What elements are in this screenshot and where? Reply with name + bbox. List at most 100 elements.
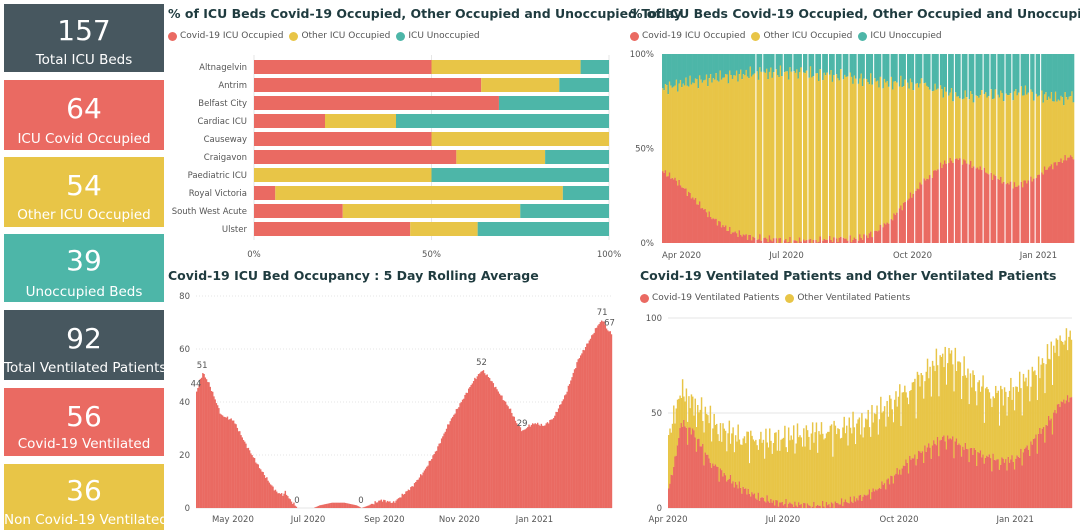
bar-segment-other bbox=[771, 77, 774, 242]
bar-segment-other bbox=[695, 427, 698, 452]
bar-segment-other bbox=[840, 437, 843, 499]
bar-segment-other bbox=[888, 395, 891, 485]
bar-segment-unoccupied bbox=[909, 54, 912, 79]
bar-segment-covid bbox=[800, 241, 802, 243]
bar-segment-other bbox=[906, 397, 909, 463]
bar-segment-covid bbox=[861, 500, 863, 508]
bar-segment-covid bbox=[708, 458, 710, 508]
bar-segment-other bbox=[790, 71, 793, 243]
bar-segment-other bbox=[831, 81, 834, 242]
bar-segment-other bbox=[916, 371, 919, 460]
bar-segment-other bbox=[722, 77, 724, 226]
bar-segment-covid bbox=[950, 439, 953, 508]
bar-segment-unoccupied bbox=[968, 54, 971, 100]
bar-segment-covid bbox=[804, 503, 806, 508]
bar-segment-covid bbox=[919, 182, 921, 243]
bar-segment bbox=[254, 60, 432, 74]
bar-segment-other bbox=[772, 443, 775, 501]
bar-segment-other bbox=[1027, 92, 1030, 181]
bar-segment-unoccupied bbox=[1012, 54, 1015, 101]
category-label: South West Acute bbox=[172, 207, 247, 217]
bar-segment-unoccupied bbox=[1023, 54, 1026, 96]
bar-segment-other bbox=[698, 412, 700, 439]
bar-segment-unoccupied bbox=[896, 54, 898, 83]
bar-segment-covid bbox=[895, 473, 897, 508]
area-bar bbox=[204, 377, 207, 508]
bar-segment-covid bbox=[694, 197, 697, 243]
legend-item[interactable]: ICU Unoccupied bbox=[396, 31, 480, 41]
bar-segment-unoccupied bbox=[863, 54, 865, 79]
bar-segment-other bbox=[912, 381, 915, 459]
bar-segment-covid bbox=[1003, 462, 1006, 508]
bar-segment-unoccupied bbox=[759, 54, 761, 68]
legend-item[interactable]: Covid-19 ICU Occupied bbox=[168, 31, 283, 41]
legend-item[interactable]: Covid-19 Ventilated Patients bbox=[640, 293, 779, 303]
bar-segment-covid bbox=[713, 465, 715, 508]
legend-item[interactable]: Covid-19 ICU Occupied bbox=[630, 31, 745, 41]
bar-segment-covid bbox=[731, 232, 734, 243]
bar-segment-other bbox=[663, 90, 666, 173]
kpi-value: 54 bbox=[66, 169, 102, 202]
bar-segment-unoccupied bbox=[986, 54, 989, 98]
bar-segment-other bbox=[916, 83, 919, 189]
bar-segment-other bbox=[708, 78, 711, 212]
bar-segment-covid bbox=[934, 170, 937, 243]
bar-segment-covid bbox=[940, 439, 943, 508]
data-label: 44 bbox=[191, 379, 202, 389]
bar-segment-other bbox=[962, 375, 964, 447]
bar-segment-covid bbox=[798, 502, 800, 508]
bar-segment-unoccupied bbox=[697, 54, 700, 89]
bar-segment-other bbox=[910, 390, 912, 460]
bar-segment-other bbox=[960, 399, 963, 457]
bar-segment-unoccupied bbox=[853, 54, 856, 76]
bar-segment-other bbox=[735, 70, 738, 234]
bar-segment-other bbox=[901, 392, 904, 469]
legend-label: Other ICU Occupied bbox=[301, 31, 391, 41]
bar-segment-unoccupied bbox=[753, 54, 756, 74]
area-bar bbox=[437, 446, 439, 508]
bar-segment-other bbox=[830, 70, 833, 240]
bar-segment-other bbox=[745, 443, 747, 489]
area-bar bbox=[497, 391, 499, 508]
bar-segment-other bbox=[828, 74, 831, 236]
legend-item[interactable]: Other Ventilated Patients bbox=[785, 293, 910, 303]
area-bar bbox=[395, 500, 397, 508]
bar-segment-unoccupied bbox=[972, 54, 975, 103]
bar-segment-other bbox=[967, 368, 969, 450]
area-bar bbox=[370, 503, 373, 508]
area-bar bbox=[418, 477, 421, 508]
bar-segment-covid bbox=[679, 428, 681, 508]
area-bar bbox=[343, 502, 346, 508]
area-bar bbox=[485, 375, 487, 508]
bar-segment-covid bbox=[714, 464, 717, 508]
bar-segment-covid bbox=[899, 469, 901, 508]
bar-segment-covid bbox=[883, 483, 886, 508]
bar-segment-other bbox=[790, 435, 792, 504]
bar-segment-covid bbox=[674, 456, 676, 508]
bar-segment-covid bbox=[937, 169, 939, 243]
legend-item[interactable]: Other ICU Occupied bbox=[289, 31, 390, 41]
x-tick-label: May 2020 bbox=[212, 515, 254, 525]
bar-segment-covid bbox=[993, 459, 996, 508]
bar-segment-other bbox=[846, 425, 848, 503]
bar-segment-covid bbox=[847, 502, 849, 508]
area-bar bbox=[534, 423, 536, 508]
bar-segment-other bbox=[850, 76, 853, 243]
bar-segment-covid bbox=[1057, 161, 1060, 243]
bar-segment-other bbox=[1038, 95, 1041, 175]
bar-segment-covid bbox=[1031, 181, 1034, 243]
kpi-card: 64 ICU Covid Occupied bbox=[4, 80, 164, 150]
bar-segment-covid bbox=[887, 223, 890, 243]
bar-segment-covid bbox=[886, 222, 889, 243]
bar-segment-covid bbox=[987, 456, 989, 508]
bar-segment-covid bbox=[780, 502, 782, 508]
bar-segment-unoccupied bbox=[733, 54, 735, 76]
y-tick-label: 80 bbox=[179, 292, 190, 302]
bar-segment-other bbox=[882, 411, 885, 485]
bar-segment-covid bbox=[912, 458, 915, 508]
area-bar bbox=[293, 502, 295, 508]
legend-item[interactable]: Other ICU Occupied bbox=[751, 31, 852, 41]
bar-segment-unoccupied bbox=[939, 54, 942, 86]
area-bar bbox=[591, 335, 593, 508]
legend-item[interactable]: ICU Unoccupied bbox=[858, 31, 942, 41]
